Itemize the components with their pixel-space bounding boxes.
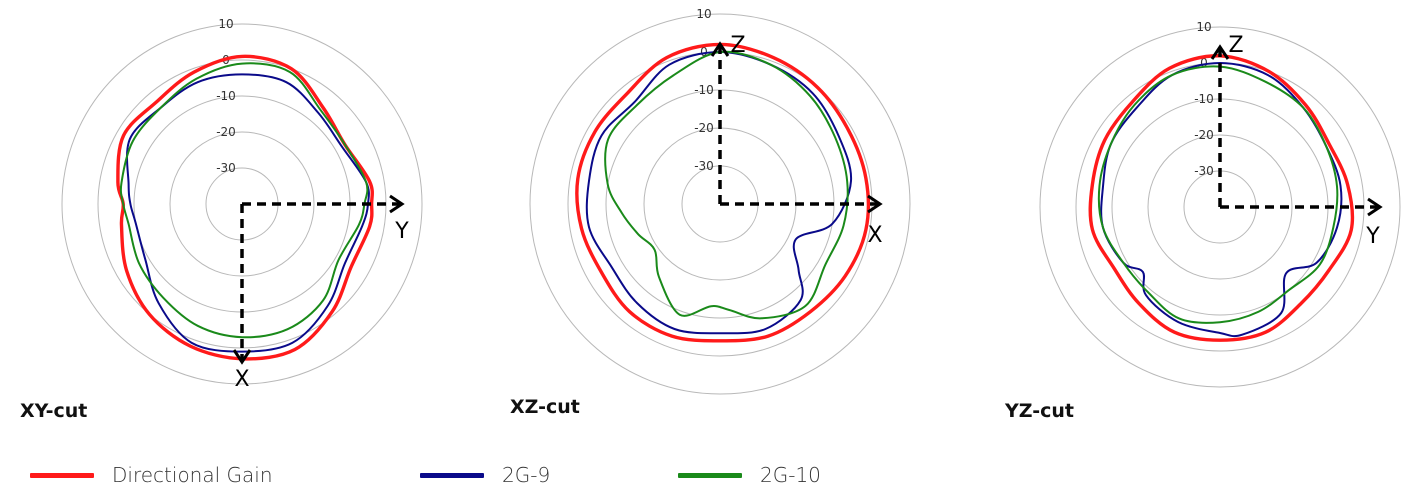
axis-label-y: Y <box>1365 224 1380 249</box>
tick-label: 10 <box>1196 20 1211 34</box>
polar-plot-xz: 10 0 -10 -20 -30 Z X <box>540 0 900 400</box>
tick-label: -30 <box>216 161 236 175</box>
legend-swatch-2g-9 <box>420 473 484 478</box>
series-line-2g-10 <box>121 63 367 337</box>
legend-item-2g-9: 2G-9 <box>420 460 550 490</box>
axis-label-z: Z <box>1228 33 1243 58</box>
tick-label: -30 <box>694 159 714 173</box>
tick-label: -10 <box>216 89 236 103</box>
series-line-directional-gain <box>118 56 372 359</box>
legend: Directional Gain 2G-9 2G-10 <box>0 460 1421 490</box>
tick-label: -20 <box>216 125 236 139</box>
tick-label: -20 <box>1194 128 1214 142</box>
tick-label: -30 <box>1194 164 1214 178</box>
tick-label: -20 <box>694 121 714 135</box>
axis-label-y: Y <box>394 219 409 244</box>
legend-label: Directional Gain <box>112 463 273 487</box>
cut-title-xz: XZ-cut <box>510 396 580 418</box>
legend-swatch-directional-gain <box>30 473 94 478</box>
axis-label-x: X <box>867 223 882 248</box>
axis-label-x: X <box>234 367 249 392</box>
legend-item-2g-10: 2G-10 <box>678 460 821 490</box>
series-line-2g-10 <box>1099 66 1337 322</box>
tick-label: 10 <box>696 7 711 21</box>
tick-label: -10 <box>694 83 714 97</box>
polar-plot-yz: 10 0 -10 -20 -30 Z Y <box>1040 0 1400 400</box>
tick-label: -10 <box>1194 92 1214 106</box>
legend-label: 2G-9 <box>502 463 550 487</box>
legend-swatch-2g-10 <box>678 473 742 478</box>
polar-plot-xy: 10 0 -10 -20 -30 Y X <box>62 0 422 400</box>
legend-item-directional-gain: Directional Gain <box>30 460 273 490</box>
cut-title-yz: YZ-cut <box>1005 400 1074 422</box>
legend-label: 2G-10 <box>760 463 821 487</box>
axis-label-z: Z <box>730 33 745 58</box>
tick-label: 10 <box>218 17 233 31</box>
cut-title-xy: XY-cut <box>20 400 87 422</box>
